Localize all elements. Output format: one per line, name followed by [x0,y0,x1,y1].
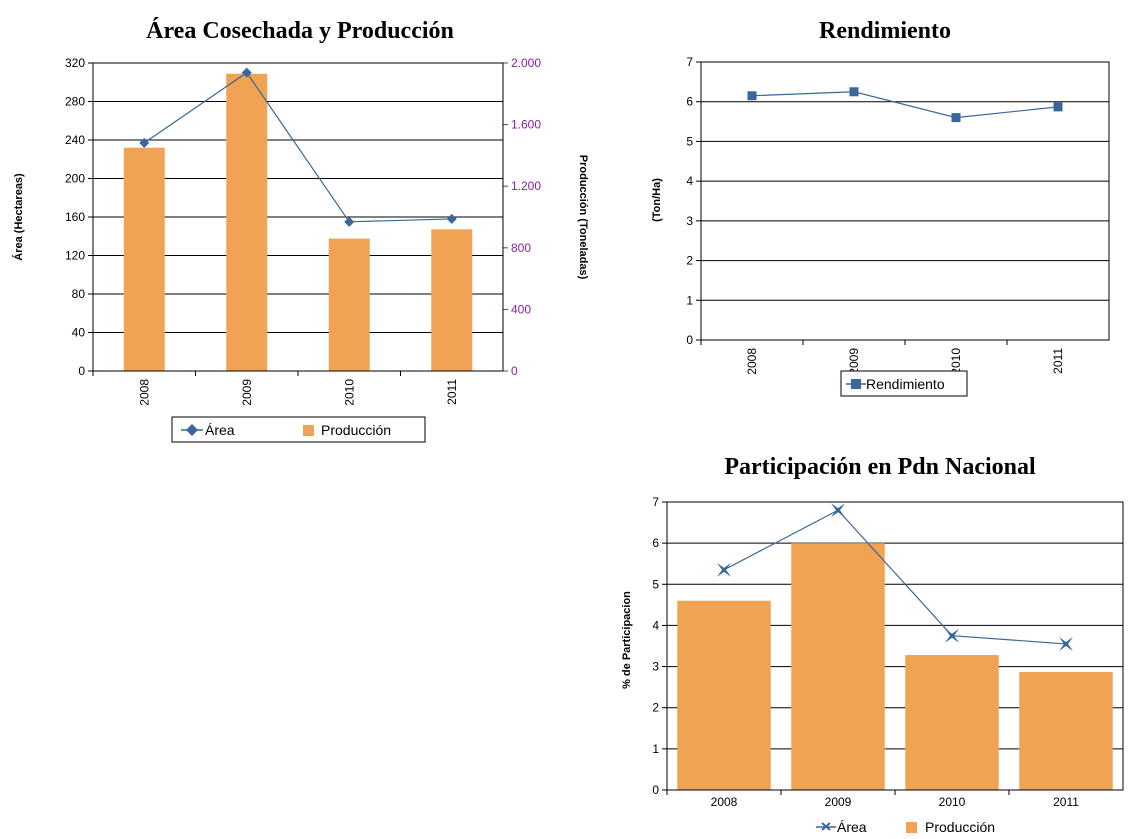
series-line [723,509,1067,645]
bar [791,543,885,790]
bar [431,229,473,371]
y-tick-label: 2 [652,701,659,715]
y-tick-label: 280 [65,95,85,109]
x-tick-label: 2011 [445,379,459,405]
data-point [1053,102,1063,112]
y-tick-label: 6 [652,536,659,550]
data-point [951,113,961,123]
y-tick-label: 3 [686,214,693,228]
data-point [1059,636,1073,651]
data-point [241,67,252,78]
y2-tick-label: 1.600 [511,118,541,132]
y2-tick-label: 400 [511,302,531,316]
y-tick-label: 5 [652,577,659,591]
y-tick-label: 2 [686,254,693,268]
y2-tick-label: 800 [511,241,531,255]
x-tick-label: 2010 [949,348,963,375]
legend-label-area: Área [205,422,235,438]
y-tick-label: 7 [652,495,659,509]
legend: Área Producción [816,819,995,835]
data-point [945,628,959,643]
x-tick-label: 2009 [825,795,852,809]
y-tick-label: 4 [652,618,659,632]
chart-title: Rendimiento [819,18,951,44]
chart-title: Área Cosechada y Producción [146,18,454,44]
y-tick-label: 160 [65,210,85,224]
y-axis-title: (Ton/Ha) [651,178,663,222]
x-tick-label: 2010 [939,795,966,809]
legend: Área Producción [171,416,426,443]
y-tick-label: 1 [686,293,693,307]
y-tick-label: 0 [686,333,693,347]
chart-title: Participación en Pdn Nacional [724,454,1036,480]
x-tick-label: 2008 [745,348,759,375]
bar [123,147,165,371]
x-tick-label: 2011 [1051,348,1065,374]
plot-frame [666,501,1124,791]
legend: Rendimiento [840,370,968,397]
y-tick-label: 3 [652,660,659,674]
y-tick-label: 4 [686,174,693,188]
legend-label-area: Área [837,819,867,835]
bar [677,600,771,790]
data-point [849,87,859,97]
x-tick-label: 2010 [342,379,356,406]
y2-tick-label: 0 [511,364,518,378]
y-tick-label: 5 [686,134,693,148]
y-tick-label: 240 [65,133,85,147]
x-tick-label: 2008 [711,795,738,809]
data-point [831,503,845,518]
y-tick-label: 40 [72,326,86,340]
legend-label-produccion: Producción [321,422,391,438]
legend-marker-produccion [303,425,314,436]
plot-frame [700,61,1110,341]
data-point [717,562,731,577]
data-point [747,91,757,101]
data-point [139,137,150,148]
series-line [143,71,452,223]
bar [1019,671,1113,790]
series-line [751,91,1059,119]
y2-tick-label: 1.200 [511,179,541,193]
plot-frame [92,62,504,372]
y-tick-label: 0 [78,364,85,378]
y-tick-label: 200 [65,172,85,186]
legend-marker-produccion [906,822,917,833]
x-tick-label: 2008 [137,379,151,406]
y2-tick-label: 2.000 [511,56,541,70]
y-tick-label: 7 [686,55,693,69]
y-tick-label: 320 [65,56,85,70]
legend-label-rendimiento: Rendimiento [866,376,945,392]
legend-label-produccion: Producción [925,819,995,835]
legend-marker-rendimiento [851,379,861,389]
y-tick-label: 0 [652,783,659,797]
bar [905,655,999,790]
y-tick-label: 120 [65,249,85,263]
x-tick-label: 2011 [1053,795,1079,809]
y-tick-label: 1 [652,742,659,756]
data-point [344,216,355,227]
y-tick-label: 6 [686,95,693,109]
y-tick-label: 80 [72,287,86,301]
y-axis-title: Área (Hectareas) [12,173,25,261]
x-tick-label: 2009 [240,379,254,406]
legend-marker-area [186,424,198,436]
y2-axis-title: Producción (Toneladas) [577,155,589,280]
data-point [446,213,457,224]
bar [226,73,268,371]
x-tick-label: 2009 [847,348,861,375]
bar [328,238,370,371]
y-axis-title: % de Participacion [621,591,633,689]
